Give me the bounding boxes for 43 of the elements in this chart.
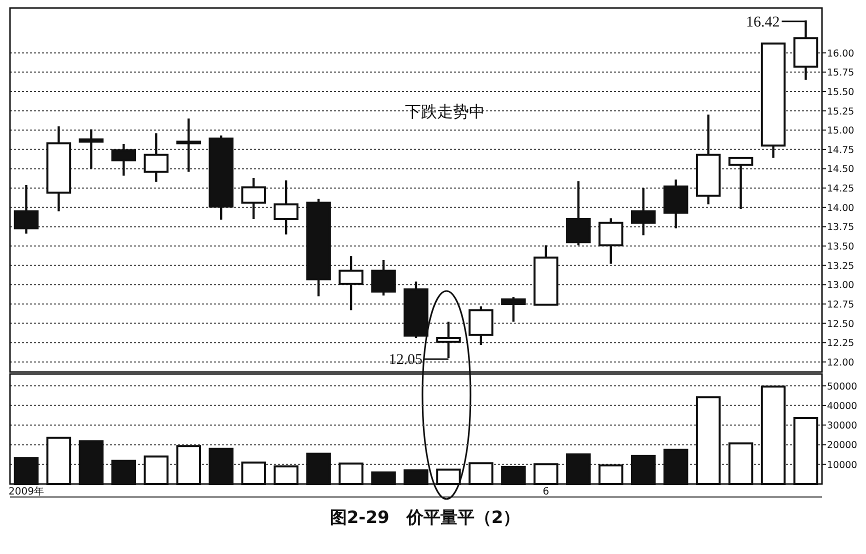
candlestick: [371, 258, 396, 297]
y-tick-label: 14.00: [827, 202, 854, 214]
x-tick-label: 6: [542, 486, 550, 498]
candlestick: [566, 180, 591, 246]
y-tick-label: 12.00: [827, 357, 854, 368]
y-tick-label: 13.25: [827, 260, 854, 272]
candlestick: [501, 296, 526, 323]
candlestick: [338, 254, 364, 312]
y-tick-label: 40000: [827, 400, 858, 412]
y-tick-label: 13.00: [827, 280, 854, 292]
annotation: 下跌走势中: [405, 102, 485, 121]
y-tick-label: 13.75: [827, 222, 854, 234]
y-tick-label: 15.25: [827, 106, 854, 118]
candlestick: [241, 176, 266, 220]
candlestick: [144, 132, 169, 183]
candlestick: [274, 179, 298, 236]
candlestick: [78, 128, 104, 170]
candlestick: [176, 117, 202, 173]
y-tick-label: 16.00: [827, 48, 854, 60]
text: 图2-29 价平量平（2）: [330, 508, 520, 528]
y-tick-label: 30000: [827, 420, 858, 432]
candlestick: [111, 142, 136, 177]
y-tick-label: 20000: [827, 440, 858, 452]
y-tick-label: 15.00: [827, 126, 854, 137]
candlestick: [14, 184, 39, 235]
y-tick-label: 14.25: [827, 184, 854, 195]
candlestick: [598, 217, 624, 265]
y-tick-label: 50000: [827, 381, 858, 392]
y-tick-label: 15.75: [827, 68, 854, 79]
y-tick-label: 14.50: [827, 164, 854, 176]
candlestick: [728, 156, 754, 210]
y-tick-label: 12.75: [827, 299, 854, 310]
annotation: 16.42: [746, 14, 780, 30]
candlestick: [436, 320, 461, 360]
y-tick-label: 13.50: [827, 242, 854, 253]
y-tick-label: 14.75: [827, 144, 854, 156]
x-tick-label: 2009年: [8, 486, 44, 498]
y-tick-label: 12.50: [827, 318, 854, 330]
y-tick-label: 15.50: [827, 86, 854, 98]
candlestick: [630, 186, 656, 236]
y-tick-label: 12.25: [827, 338, 854, 350]
annotation: 12.05: [388, 352, 422, 368]
y-tick-label: 10000: [827, 460, 858, 471]
